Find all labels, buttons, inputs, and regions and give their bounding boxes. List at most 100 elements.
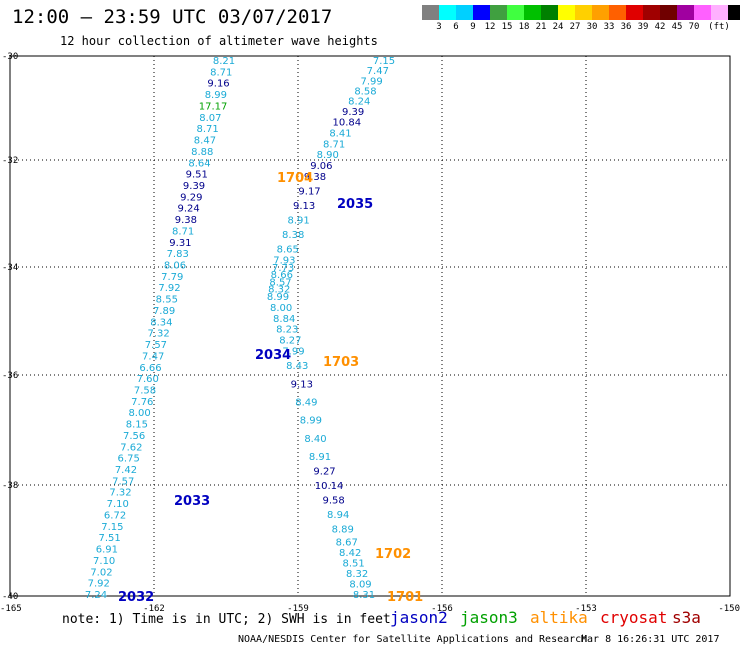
latitude-tick-label: -40 bbox=[2, 592, 18, 602]
wave-height-label: 7.10 bbox=[107, 499, 129, 510]
wave-height-label: 8.88 bbox=[191, 147, 213, 158]
color-swatch bbox=[626, 5, 643, 20]
wave-height-label: 7.47 bbox=[367, 66, 389, 77]
wave-height-label: 7.93 bbox=[273, 256, 295, 267]
wave-height-label: 8.66 bbox=[271, 270, 293, 281]
wave-height-label: 7.10 bbox=[93, 556, 115, 567]
wave-height-label: 7.58 bbox=[134, 385, 156, 396]
wave-height-label: 8.47 bbox=[194, 136, 216, 147]
color-scale-label: 12 bbox=[484, 22, 496, 32]
wave-height-label: 8.34 bbox=[150, 317, 172, 328]
wave-height-label: 8.99 bbox=[300, 416, 322, 427]
wave-height-label: 9.13 bbox=[291, 379, 313, 390]
wave-height-label: 9.39 bbox=[342, 107, 364, 118]
map-frame bbox=[9, 55, 731, 597]
color-swatch bbox=[575, 5, 592, 20]
color-scale-label: 27 bbox=[569, 22, 581, 32]
wave-height-label: 9.31 bbox=[169, 238, 191, 249]
wave-height-label: 6.66 bbox=[139, 363, 161, 374]
color-scale-label: 9 bbox=[470, 22, 476, 32]
wave-height-label: 9.38 bbox=[175, 215, 197, 226]
wave-height-label: 9.16 bbox=[207, 79, 229, 90]
wave-height-label: 7.99 bbox=[282, 347, 304, 358]
color-scale-label: (ft) bbox=[708, 22, 730, 32]
wave-height-label: 7.89 bbox=[153, 306, 175, 317]
latitude-tick-label: -32 bbox=[2, 156, 18, 166]
color-swatch bbox=[609, 5, 626, 20]
wave-height-label: 7.02 bbox=[90, 567, 112, 578]
color-swatch bbox=[728, 5, 740, 20]
satellite-legend-item: s3a bbox=[672, 608, 701, 627]
wave-height-label: 10.84 bbox=[332, 117, 361, 128]
color-swatch bbox=[473, 5, 490, 20]
color-scale-label: 33 bbox=[603, 22, 615, 32]
color-scale-label: 18 bbox=[518, 22, 530, 32]
wave-height-label: 7.79 bbox=[161, 272, 183, 283]
wave-height-label: 9.13 bbox=[293, 201, 315, 212]
wave-height-label: 8.65 bbox=[277, 245, 299, 256]
wave-height-label: 9.06 bbox=[310, 161, 332, 172]
color-swatch bbox=[711, 5, 728, 20]
latitude-tick-label: -36 bbox=[2, 371, 18, 381]
color-scale-label: 6 bbox=[453, 22, 459, 32]
satellite-legend-item: jason3 bbox=[460, 608, 518, 627]
latitude-tick-label: -30 bbox=[2, 52, 18, 62]
latitude-tick-label: -34 bbox=[2, 263, 18, 273]
longitude-tick-label: -156 bbox=[431, 604, 453, 614]
wave-height-label: 8.49 bbox=[295, 397, 317, 408]
wave-height-label: 9.17 bbox=[298, 187, 320, 198]
wave-height-label: 8.84 bbox=[273, 314, 295, 325]
wave-height-label: 7.99 bbox=[361, 76, 383, 87]
longitude-tick-label: -162 bbox=[143, 604, 165, 614]
wave-height-label: 6.72 bbox=[104, 510, 126, 521]
credit-text: NOAA/NESDIS Center for Satellite Applica… bbox=[238, 634, 588, 645]
pass-id-label: 1701 bbox=[387, 590, 423, 605]
wave-height-label: 8.06 bbox=[164, 261, 186, 272]
wave-height-label: 8.00 bbox=[270, 303, 292, 314]
longitude-tick-label: -153 bbox=[575, 604, 597, 614]
color-scale-label: 39 bbox=[637, 22, 649, 32]
wave-height-label: 7.47 bbox=[142, 351, 164, 362]
wave-height-label: 8.91 bbox=[288, 216, 310, 227]
pass-id-label: 1702 bbox=[375, 547, 411, 562]
color-scale-label: 70 bbox=[688, 22, 700, 32]
wave-height-label: 8.99 bbox=[205, 90, 227, 101]
wave-height-label: 8.38 bbox=[282, 230, 304, 241]
color-swatch bbox=[507, 5, 524, 20]
wave-height-label: 9.24 bbox=[177, 204, 199, 215]
color-swatch bbox=[439, 5, 456, 20]
wave-height-label: 7.32 bbox=[148, 329, 170, 340]
latitude-tick-label: -38 bbox=[2, 481, 18, 491]
satellite-legend-item: cryosat bbox=[600, 608, 668, 627]
wave-height-label: 7.32 bbox=[109, 488, 131, 499]
wave-height-label: 8.51 bbox=[343, 558, 365, 569]
wave-height-label: 8.89 bbox=[332, 525, 354, 536]
satellite-legend-item: altika bbox=[530, 608, 588, 627]
page-title: 12:00 – 23:59 UTC 03/07/2017 bbox=[12, 6, 333, 28]
color-scale-label: 3 bbox=[436, 22, 442, 32]
wave-height-label: 8.71 bbox=[323, 139, 345, 150]
color-scale-label: 15 bbox=[501, 22, 513, 32]
pass-id-label: 1704 bbox=[277, 171, 313, 186]
color-scale-label: 42 bbox=[654, 22, 666, 32]
wave-height-label: 8.57 bbox=[269, 277, 291, 288]
wave-height-label: 8.32 bbox=[346, 569, 368, 580]
wave-height-label: 8.99 bbox=[267, 292, 289, 303]
wave-height-label: 9.58 bbox=[323, 496, 345, 507]
wave-height-label: 8.09 bbox=[349, 579, 371, 590]
wave-height-label: 7.57 bbox=[112, 476, 134, 487]
wave-height-label: 8.40 bbox=[304, 434, 326, 445]
wave-height-label: 8.15 bbox=[126, 420, 148, 431]
color-scale-label: 36 bbox=[620, 22, 632, 32]
wave-height-label: 9.27 bbox=[313, 467, 335, 478]
wave-height-label: 8.94 bbox=[327, 510, 349, 521]
wave-height-label: 8.23 bbox=[276, 325, 298, 336]
color-swatch bbox=[541, 5, 558, 20]
wave-height-label: 8.41 bbox=[329, 128, 351, 139]
wave-height-label: 8.07 bbox=[199, 113, 221, 124]
longitude-tick-label: -159 bbox=[287, 604, 309, 614]
wave-height-label: 8.24 bbox=[348, 97, 370, 108]
color-scale-label: 24 bbox=[552, 22, 564, 32]
color-scale-label: 30 bbox=[586, 22, 598, 32]
wave-height-label: 7.92 bbox=[158, 283, 180, 294]
